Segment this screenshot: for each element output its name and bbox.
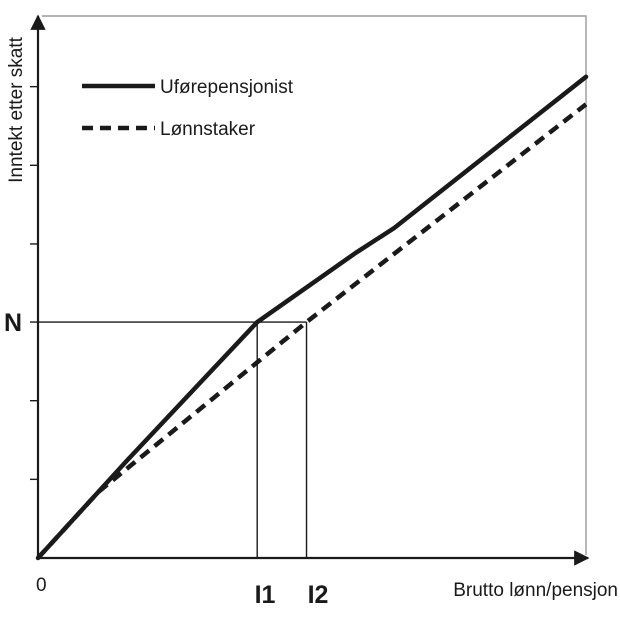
series-layer xyxy=(35,74,589,561)
x-marker-label-i2: I2 xyxy=(308,581,329,609)
series-line-1 xyxy=(35,74,589,561)
legend-label-series-2: Lønnstaker xyxy=(160,119,256,140)
y-marker-label-n: N xyxy=(4,309,22,337)
x-axis-label: Brutto lønn/pensjon xyxy=(453,580,618,601)
legend: Uførepensjonist Lønnstaker xyxy=(82,77,294,140)
x-marker-label-i1: I1 xyxy=(255,581,276,609)
series-line-2 xyxy=(36,102,588,560)
y-axis-label: Inntekt etter skatt xyxy=(6,36,27,182)
legend-label-series-1: Uførepensjonist xyxy=(160,77,294,98)
origin-label: 0 xyxy=(36,575,47,596)
plot-frame xyxy=(42,15,587,555)
y-tick-marks xyxy=(30,85,38,481)
reference-lines xyxy=(38,321,308,558)
